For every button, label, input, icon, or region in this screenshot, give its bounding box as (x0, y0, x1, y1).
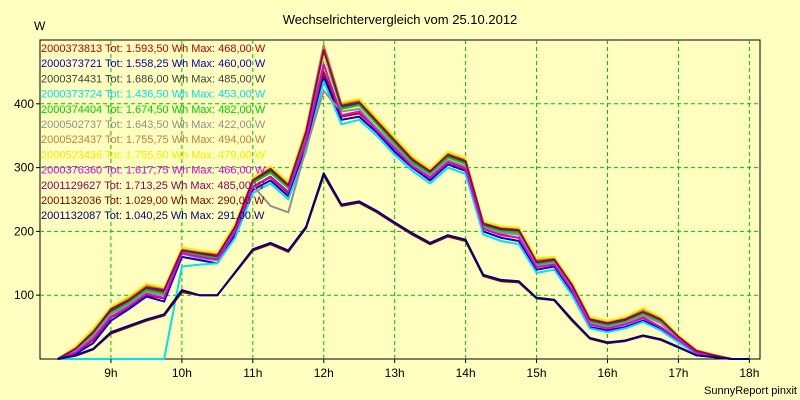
legend-entry-2: 2000374431 Tot: 1.686,00 Wh Max: 485,00 … (41, 73, 266, 85)
x-tick-label: 12h (314, 366, 334, 380)
x-tick-label: 11h (243, 366, 262, 380)
footer-credit: SunnyReport pinxit (704, 385, 797, 397)
series-line-1 (57, 76, 750, 360)
plot-area (39, 39, 761, 360)
legend-entry-7: 2000523436 Tot: 1.755,50 Wh Max: 479,00 … (41, 149, 266, 161)
y-axis: 100 200 300 400 (14, 97, 40, 302)
legend-entry-5: 2000502737 Tot: 1.643,50 Wh Max: 422,00 … (41, 119, 266, 131)
legend-entry-9: 2001129627 Tot: 1.713,25 Wh Max: 485,00 … (41, 180, 265, 192)
legend-entry-3: 2000373724 Tot: 1.436,50 Wh Max: 453,00 … (41, 89, 266, 101)
legend-entry-0: 2000373813 Tot: 1.593,50 Wh Max: 468,00 … (41, 43, 266, 55)
y-tick-label: 100 (14, 288, 34, 302)
legend-entry-6: 2000523437 Tot: 1.755,75 Wh Max: 494,00 … (41, 134, 266, 146)
y-tick-label: 300 (14, 161, 34, 175)
x-axis: 9h 10h 11h 12h 13h 14h 15h 16h 17h 18h (104, 359, 759, 380)
y-axis-label: W (34, 19, 46, 33)
x-tick-label: 18h (739, 366, 759, 380)
x-tick-label: 17h (668, 366, 688, 380)
x-tick-label: 13h (385, 366, 405, 380)
series-line-9 (57, 49, 750, 360)
series-line-11 (57, 172, 750, 360)
y-tick-label: 200 (14, 224, 34, 238)
legend-entry-11: 2001132087 Tot: 1.040,25 Wh Max: 291,00 … (41, 210, 265, 222)
series-line-3 (57, 80, 750, 360)
x-tick-label: 9h (104, 366, 117, 380)
legend-entry-4: 2000374404 Tot: 1.674,50 Wh Max: 482,00 … (41, 104, 266, 116)
x-tick-label: 10h (172, 366, 192, 380)
x-tick-label: 15h (527, 366, 547, 380)
legend: 2000373813 Tot: 1.593,50 Wh Max: 468,00 … (41, 43, 266, 222)
x-tick-label: 14h (456, 366, 476, 380)
x-tick-label: 16h (597, 366, 617, 380)
series-lines (57, 44, 750, 360)
series-line-7 (57, 53, 750, 360)
series-line-8 (57, 63, 750, 360)
legend-entry-8: 2000376360 Tot: 1.617,75 Wh Max: 466,00 … (41, 165, 266, 177)
chart-title: Wechselrichtervergleich vom 25.10.2012 (283, 12, 518, 27)
y-tick-label: 400 (14, 97, 34, 111)
legend-entry-10: 2001132036 Tot: 1.029,00 Wh Max: 290,00 … (41, 195, 265, 207)
legend-entry-1: 2000373721 Tot: 1.558,25 Wh Max: 460,00 … (41, 58, 266, 70)
